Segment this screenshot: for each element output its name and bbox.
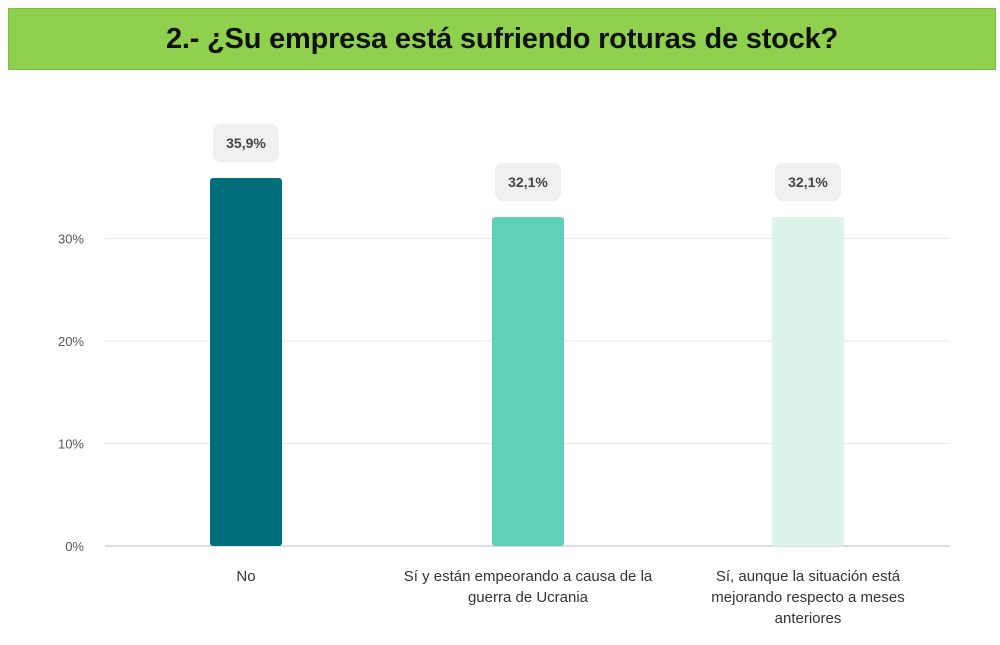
data-label: 32,1% [788,174,828,190]
y-tick-label: 0% [65,539,84,554]
bar [492,216,564,546]
bar [210,178,282,546]
y-tick-label: 20% [58,334,84,349]
x-tick-label-line: anteriores [774,610,842,627]
x-tick-label: Sí, aunque la situación está mejorando re… [658,566,958,629]
data-label-bg [213,124,279,163]
data-label: 35,9% [226,135,266,151]
x-tick-label-line: Sí y están empeorando a causa de la [403,568,653,585]
data-label-bg [495,162,561,201]
x-tick-label-line: Sí, aunque la situación está [715,568,901,585]
y-tick-label: 10% [58,437,84,452]
data-label: 32,1% [508,174,548,190]
x-tick-label-line: guerra de Ucrania [467,589,589,606]
x-tick-label-line: No [236,568,256,585]
chart-title: 2.- ¿Su empresa está sufriendo roturas d… [165,22,839,55]
x-tick-label: No [96,566,396,587]
y-tick-label: 30% [58,232,84,247]
bar [772,216,844,546]
title-banner: 2.- ¿Su empresa está sufriendo roturas d… [8,8,996,70]
x-tick-label-line: mejorando respecto a meses [711,589,905,606]
x-tick-label: Sí y están empeorando a causa de la guerr… [378,566,678,608]
data-label-bg [775,162,841,201]
